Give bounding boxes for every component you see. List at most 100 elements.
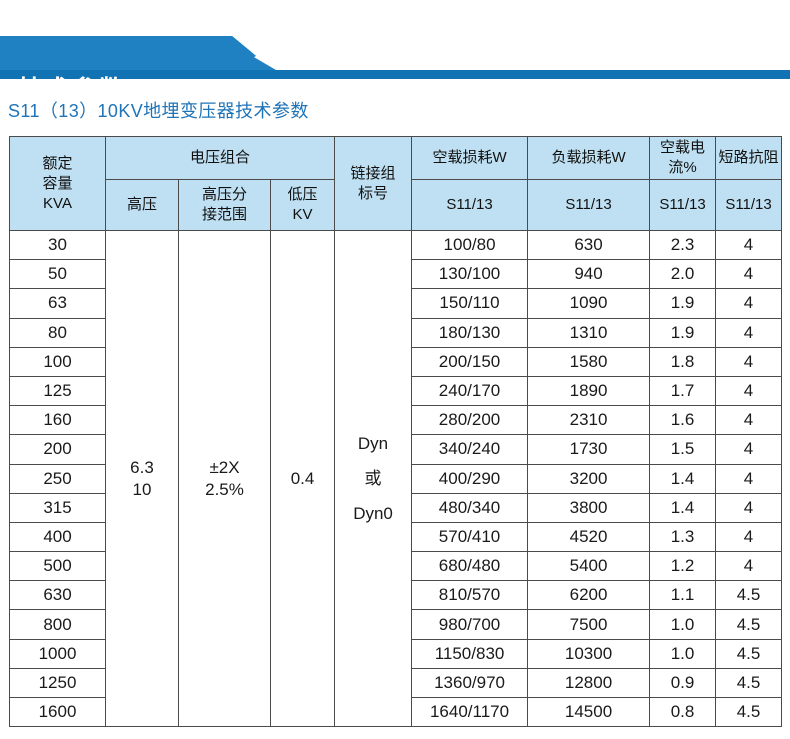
cell-no-load-current: 1.1: [649, 580, 717, 611]
table-row: 160 280/200 2310 1.6 4: [9, 405, 783, 436]
cell-no-load-loss: 150/110: [411, 288, 529, 319]
column-header-load-loss: 负载损耗W: [527, 136, 651, 180]
rated-capacity-line-3: KVA: [43, 194, 72, 212]
column-subheader-load-loss-code: S11/13: [527, 179, 651, 231]
cell-short-circuit-impedance: 4.5: [715, 696, 783, 728]
column-header-high-voltage: 高压: [105, 179, 179, 231]
cell-rated-capacity: 30: [9, 229, 106, 261]
cell-no-load-loss: 400/290: [411, 463, 529, 494]
cell-rated-capacity: 63: [9, 288, 106, 319]
banner-shape-graphic: [0, 36, 790, 79]
low-voltage-line-1: 低压: [287, 186, 318, 203]
column-header-hv-tap-range: 高压分 接范围: [178, 179, 271, 231]
cell-short-circuit-impedance: 4.5: [715, 580, 783, 611]
cell-rated-capacity: 200: [9, 434, 106, 465]
cell-no-load-loss: 240/170: [411, 375, 529, 407]
cell-short-circuit-impedance: 4: [715, 229, 783, 261]
cell-no-load-loss: 340/240: [411, 434, 529, 465]
table-row: 30 6.3 10 ±2X 2.5% 0.4 Dyn 或 Dyn0 100/80 630 2.3 4: [9, 229, 783, 728]
cell-rated-capacity: 500: [9, 551, 106, 582]
column-header-link-group: 链接组 标号: [334, 136, 413, 231]
cell-hv-tap-range: ±2X 2.5%: [178, 229, 271, 728]
cell-load-loss: 4520: [527, 521, 651, 553]
table-body: 30 6.3 10 ±2X 2.5% 0.4 Dyn 或 Dyn0 100/80 630 2.3 4 50…: [9, 229, 783, 728]
cell-short-circuit-impedance: 4.5: [715, 609, 783, 640]
cell-short-circuit-impedance: 4: [715, 492, 783, 523]
cell-rated-capacity: 1250: [9, 667, 106, 699]
column-header-rated-capacity: 额定 容量 KVA: [9, 136, 106, 231]
table-row: 500 680/480 5400 1.2 4: [9, 551, 783, 582]
cell-no-load-current: 1.0: [649, 609, 717, 640]
cell-load-loss: 7500: [527, 609, 651, 640]
cell-no-load-current: 2.0: [649, 259, 717, 290]
banner-title: 技术参数: [18, 76, 127, 104]
link-group-value-line-1: Dyn: [357, 434, 389, 454]
cell-no-load-current: 0.8: [649, 696, 717, 728]
table-header-row-2: 高压 高压分 接范围 低压 KV S11/13 S11/13 S11/13 S1…: [10, 179, 783, 231]
column-subheader-no-load-current-code: S11/13: [649, 179, 717, 231]
cell-no-load-current: 1.8: [649, 346, 717, 377]
cell-short-circuit-impedance: 4.5: [715, 667, 783, 699]
cell-load-loss: 3800: [527, 492, 651, 523]
cell-load-loss: 14500: [527, 696, 651, 728]
cell-load-loss: 1730: [527, 434, 651, 465]
link-group-value-line-2: 或: [364, 469, 382, 489]
technical-parameter-table-container: 创联汇通 CHUANGLIANHUITONG 额定 容量 KVA 电压组合: [9, 136, 783, 728]
table-row: 400 570/410 4520 1.3 4: [9, 521, 783, 553]
cell-no-load-current: 1.0: [649, 638, 717, 669]
cell-high-voltage: 6.3 10: [105, 229, 179, 728]
table-header-row-1: 额定 容量 KVA 电压组合 链接组 标号 空载损耗W 负载损耗W 空载电流% …: [9, 136, 783, 231]
cell-no-load-loss: 480/340: [411, 492, 529, 523]
cell-rated-capacity: 1000: [9, 638, 106, 669]
technical-parameter-banner: 技术参数 Technical parameter: [0, 36, 790, 104]
column-header-no-load-current: 空载电流%: [649, 136, 717, 180]
cell-rated-capacity: 315: [9, 492, 106, 523]
cell-no-load-current: 1.6: [649, 405, 717, 436]
cell-no-load-current: 1.5: [649, 434, 717, 465]
cell-load-loss: 12800: [527, 667, 651, 699]
page-title: S11（13）10KV地埋变压器技术参数: [8, 101, 309, 121]
hv-tap-range-line-2: 2.5%: [205, 479, 244, 499]
column-header-short-circuit-impedance: 短路抗阻: [715, 136, 783, 180]
column-subheader-no-load-loss-code: S11/13: [411, 179, 529, 231]
cell-rated-capacity: 50: [9, 259, 106, 290]
cell-load-loss: 6200: [527, 580, 651, 611]
cell-no-load-loss: 280/200: [411, 405, 529, 436]
cell-no-load-current: 0.9: [649, 667, 717, 699]
cell-rated-capacity: 100: [9, 346, 106, 377]
cell-no-load-current: 1.7: [649, 375, 717, 407]
table-row: 1000 1150/830 10300 1.0 4.5: [9, 638, 783, 669]
cell-no-load-current: 1.4: [649, 463, 717, 494]
cell-rated-capacity: 80: [9, 317, 106, 348]
hv-tap-range-line-1: 高压分: [201, 186, 247, 203]
cell-no-load-loss: 180/130: [411, 317, 529, 348]
cell-no-load-loss: 680/480: [411, 551, 529, 582]
cell-load-loss: 940: [527, 259, 651, 290]
cell-load-loss: 1580: [527, 346, 651, 377]
cell-rated-capacity: 250: [9, 463, 106, 494]
low-voltage-line-2: KV: [292, 206, 313, 223]
cell-no-load-loss: 810/570: [411, 580, 529, 611]
cell-short-circuit-impedance: 4: [715, 259, 783, 290]
cell-rated-capacity: 125: [9, 375, 106, 407]
cell-short-circuit-impedance: 4: [715, 317, 783, 348]
cell-low-voltage: 0.4: [269, 229, 336, 728]
cell-short-circuit-impedance: 4: [715, 521, 783, 553]
table-row: 250 400/290 3200 1.4 4: [9, 463, 783, 494]
link-group-line-2: 标号: [358, 184, 389, 202]
cell-load-loss: 1890: [527, 375, 651, 407]
cell-no-load-loss: 130/100: [411, 259, 529, 290]
cell-load-loss: 3200: [527, 463, 651, 494]
cell-short-circuit-impedance: 4: [715, 551, 783, 582]
table-row: 1600 1640/1170 14500 0.8 4.5: [9, 696, 783, 728]
table-row: 800 980/700 7500 1.0 4.5: [9, 609, 783, 640]
column-subheader-impedance-code: S11/13: [715, 179, 783, 231]
cell-no-load-current: 1.4: [649, 492, 717, 523]
rated-capacity-line-2: 容量: [42, 174, 73, 192]
cell-no-load-current: 1.9: [649, 288, 717, 319]
cell-rated-capacity: 1600: [9, 696, 106, 728]
cell-short-circuit-impedance: 4: [715, 346, 783, 377]
cell-no-load-current: 1.3: [649, 521, 717, 553]
cell-load-loss: 10300: [527, 638, 651, 669]
cell-no-load-loss: 980/700: [411, 609, 529, 640]
